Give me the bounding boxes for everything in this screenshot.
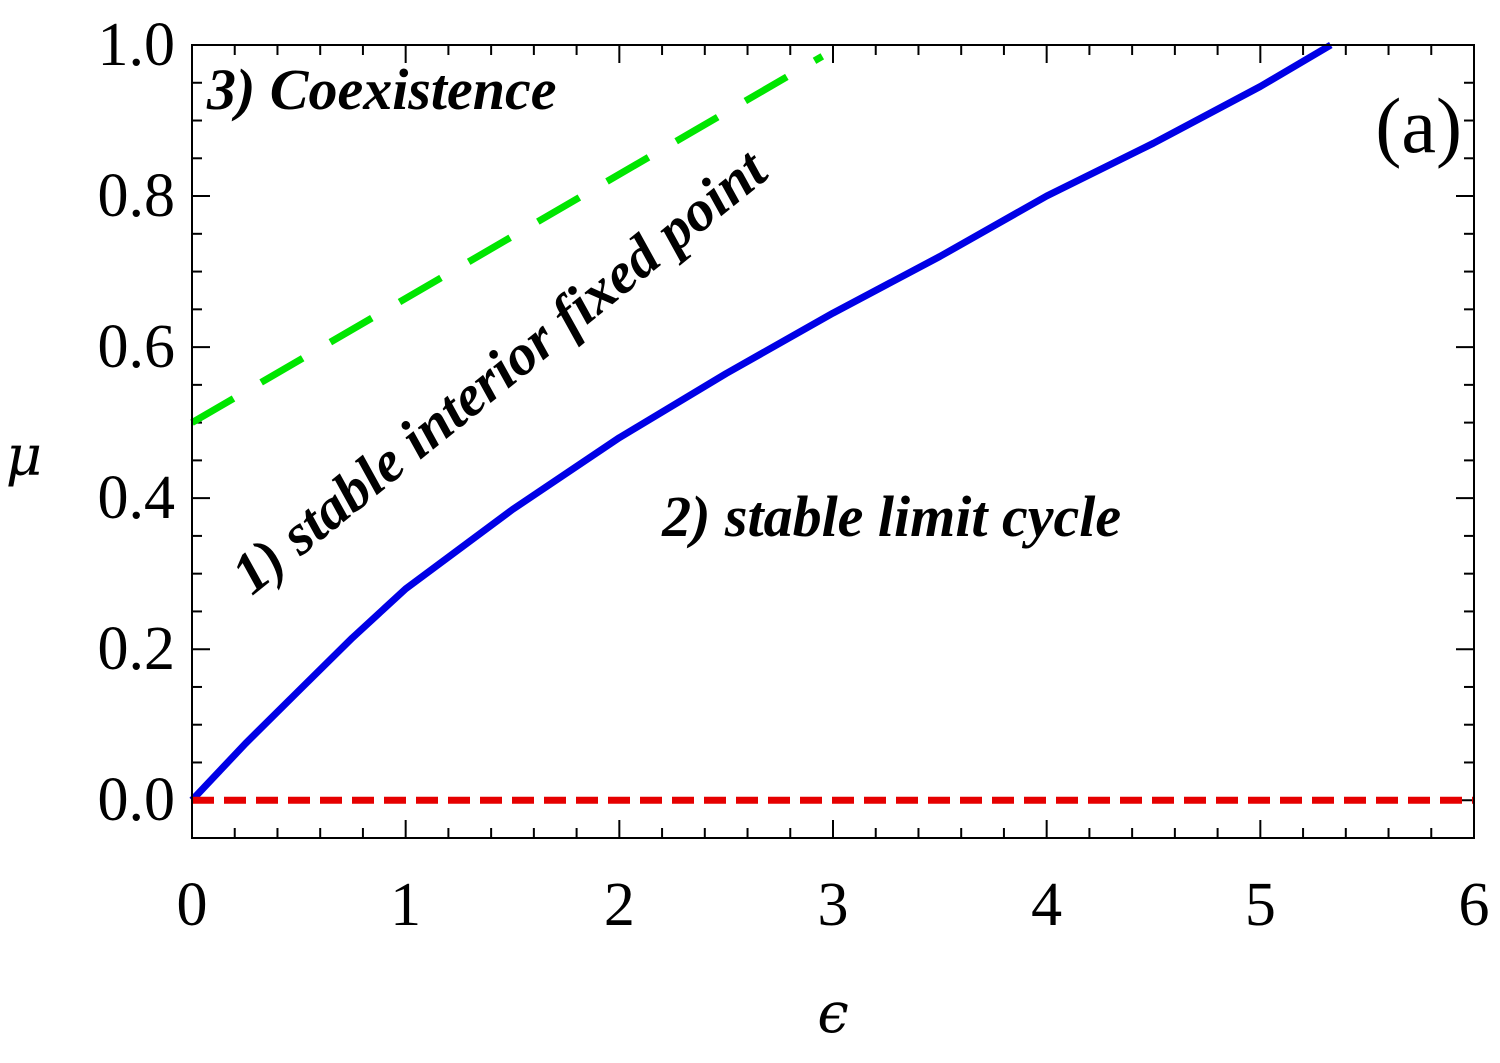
region-annotation-3: 2) stable limit cycle [661, 484, 1121, 549]
y-axis-label: μ [6, 424, 42, 489]
panel-label: (a) [1375, 82, 1462, 169]
y-tick-label: 0.8 [98, 162, 176, 230]
x-tick-label: 1 [390, 871, 421, 939]
y-tick-label: 0.6 [98, 313, 176, 381]
plot-frame [191, 44, 1475, 839]
x-tick-labels: 0 1 2 3 4 5 6 [177, 871, 1490, 939]
y-tick-label: 0.4 [98, 464, 176, 532]
x-tick-label: 2 [604, 871, 635, 939]
region-annotation-1: 3) Coexistence [206, 57, 557, 122]
x-axis-label: ϵ [817, 981, 848, 1046]
x-tick-label: 3 [818, 871, 849, 939]
x-tick-label: 5 [1245, 871, 1276, 939]
x-tick-label: 0 [177, 871, 208, 939]
y-tick-labels: 0.0 0.2 0.4 0.6 0.8 1.0 [98, 11, 176, 834]
x-tick-label: 6 [1459, 871, 1490, 939]
series-line-1 [189, 41, 1333, 803]
y-tick-label: 1.0 [98, 11, 176, 79]
x-tick-label: 4 [1031, 871, 1062, 939]
y-tick-label: 0.2 [98, 615, 176, 683]
y-tick-label: 0.0 [98, 766, 176, 834]
series-line-2 [190, 53, 825, 426]
series-layer [189, 41, 1474, 804]
